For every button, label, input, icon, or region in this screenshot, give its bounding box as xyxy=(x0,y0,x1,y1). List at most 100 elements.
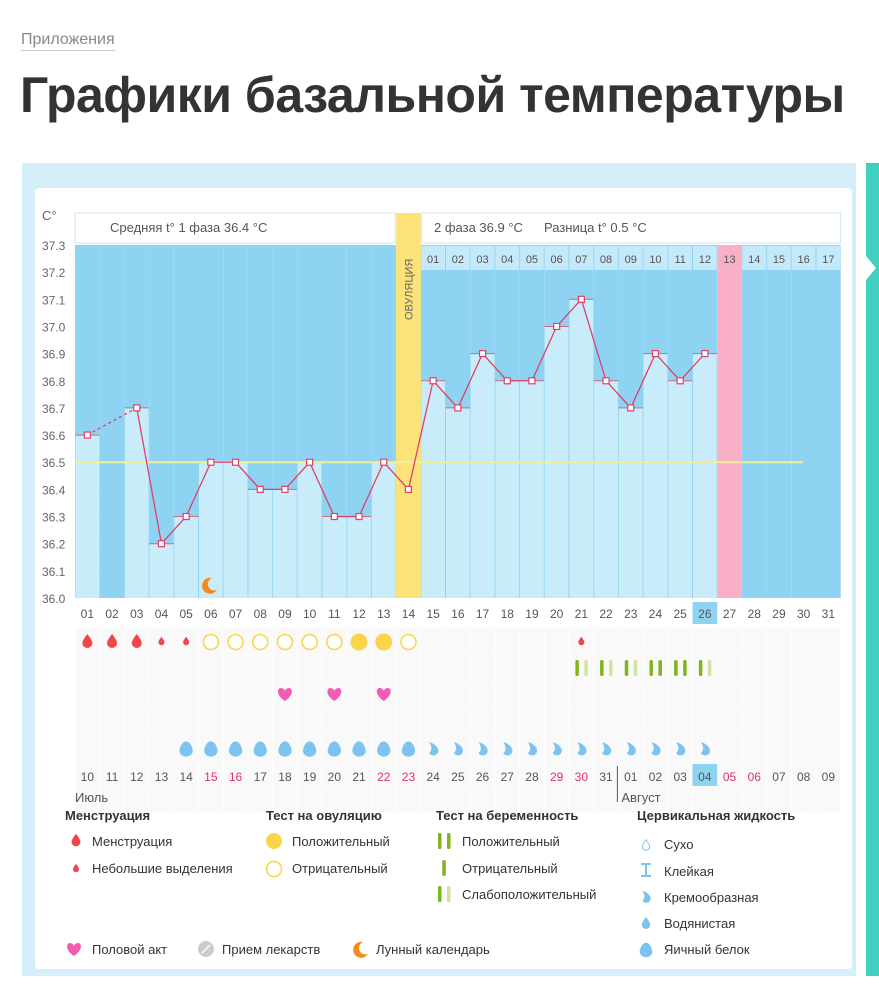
calendar-date: 15 xyxy=(204,770,218,784)
temperature-bar xyxy=(273,489,297,598)
legend-label: Слабоположительный xyxy=(462,887,596,902)
legend-title: Цервикальная жидкость xyxy=(637,808,795,823)
cycle-day-label: 25 xyxy=(673,607,687,621)
ovulation-test-positive-icon xyxy=(266,833,282,849)
calendar-date: 30 xyxy=(575,770,589,784)
grid-cell xyxy=(717,654,742,681)
menstruation-icon xyxy=(71,833,81,847)
current-day-highlight xyxy=(692,602,718,624)
legend-label: Отрицательный xyxy=(292,861,388,876)
grid-cell xyxy=(643,654,668,681)
post-ovulation-day: 01 xyxy=(427,254,439,266)
menstruation-icon xyxy=(82,634,93,648)
post-ovulation-day: 11 xyxy=(674,254,685,266)
day-column xyxy=(766,245,792,598)
grid-cell xyxy=(816,734,841,760)
grid-cell xyxy=(75,707,100,734)
temperature-point xyxy=(577,295,585,303)
grid-cell xyxy=(618,654,643,681)
post-ovulation-day-cell xyxy=(495,246,520,270)
grid-cell xyxy=(544,787,569,813)
temperature-bar xyxy=(297,462,322,598)
grid-cell xyxy=(742,707,767,734)
cycle-day-label: 31 xyxy=(822,607,836,621)
grid-cell xyxy=(470,654,495,681)
post-ovulation-day: 17 xyxy=(822,254,834,266)
cervical-egg-white-icon xyxy=(639,942,653,958)
grid-cell xyxy=(791,628,816,654)
grid-cell xyxy=(643,760,668,787)
calendar-date: 20 xyxy=(328,770,342,784)
post-ovulation-day-cell xyxy=(470,246,495,270)
y-tick-label: 36.3 xyxy=(42,511,66,525)
spotting-icon xyxy=(578,636,585,646)
temperature-bar xyxy=(421,380,445,598)
side-toggle-bar[interactable] xyxy=(866,163,879,976)
grid-cell xyxy=(520,628,544,654)
cycle-day-label: 22 xyxy=(599,607,613,621)
temperature-line-segment xyxy=(605,380,632,409)
calendar-date: 27 xyxy=(501,770,515,784)
post-ovulation-day-cell xyxy=(569,246,594,270)
cervical-egg-white-icon xyxy=(204,741,218,757)
cycle-day-label: 20 xyxy=(550,607,564,621)
temperature-line-segment xyxy=(160,516,187,545)
post-ovulation-day: 09 xyxy=(625,254,637,266)
grid-cell xyxy=(618,707,643,734)
grid-cell xyxy=(347,760,371,787)
post-ovulation-day-cell xyxy=(791,246,816,270)
cycle-day-label: 12 xyxy=(352,607,366,621)
y-tick-label: 37.0 xyxy=(42,320,66,334)
cycle-day-label: 19 xyxy=(525,607,539,621)
temperature-point xyxy=(83,431,91,439)
grid-cell xyxy=(742,681,767,707)
temperature-point xyxy=(256,485,264,493)
grid-cell xyxy=(791,760,816,787)
post-ovulation-day: 12 xyxy=(699,254,711,266)
cycle-day-label: 29 xyxy=(772,607,786,621)
ovulation-test-positive-icon xyxy=(350,633,368,651)
temperature-bar xyxy=(668,380,692,598)
calendar-date: 02 xyxy=(649,770,663,784)
grid-cell xyxy=(446,760,470,787)
intercourse-icon xyxy=(67,943,81,956)
temperature-bar xyxy=(248,489,273,598)
grid-cell xyxy=(767,760,791,787)
breadcrumb-link[interactable]: Приложения xyxy=(21,30,115,51)
grid-cell xyxy=(544,628,569,654)
grid-cell xyxy=(421,787,445,813)
grid-cell xyxy=(297,707,322,734)
calendar-date: 23 xyxy=(402,770,416,784)
cervical-egg-white-icon xyxy=(327,741,341,757)
grid-cell xyxy=(421,654,445,681)
grid-cell xyxy=(199,760,223,787)
grid-cell xyxy=(767,681,791,707)
calendar-date: 12 xyxy=(130,770,144,784)
temperature-point xyxy=(306,458,314,466)
ovulation-label: ОВУЛЯЦИЯ xyxy=(403,259,415,320)
grid-cell xyxy=(643,787,668,813)
grid-cell xyxy=(75,734,100,760)
menstruation-icon xyxy=(107,634,118,648)
grid-cell xyxy=(717,760,742,787)
grid-cell xyxy=(149,760,174,787)
y-tick-label: 36.9 xyxy=(42,348,66,362)
cycle-day-label: 30 xyxy=(797,607,811,621)
grid-cell xyxy=(717,681,742,707)
cycle-day-label: 18 xyxy=(501,607,515,621)
grid-cell xyxy=(149,654,174,681)
temperature-point xyxy=(380,458,388,466)
temperature-line-segment xyxy=(136,407,163,544)
calendar-date: 17 xyxy=(254,770,268,784)
post-ovulation-day: 04 xyxy=(501,254,513,266)
y-tick-label: 37.2 xyxy=(42,266,66,280)
grid-cell xyxy=(371,787,396,813)
temperature-line-segment xyxy=(284,461,311,490)
temperature-point xyxy=(454,404,462,412)
grid-cell xyxy=(668,628,692,654)
cervical-creamy-icon xyxy=(478,742,488,756)
grid-cell xyxy=(273,760,297,787)
grid-cell xyxy=(594,654,618,681)
y-tick-label: 36.5 xyxy=(42,456,66,470)
spotting-icon xyxy=(73,863,79,873)
